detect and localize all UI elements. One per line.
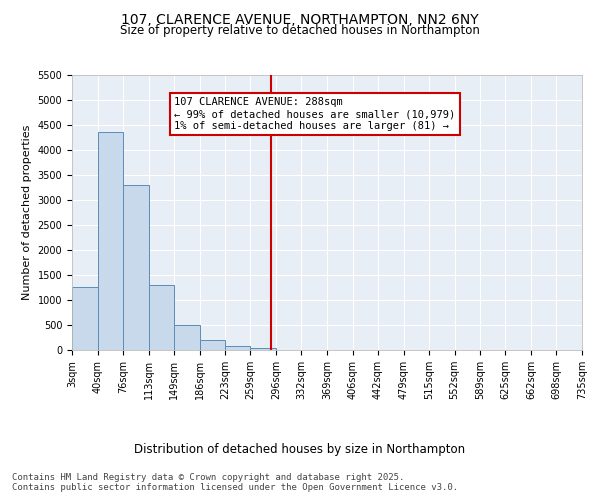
Bar [72,286,98,350]
Y-axis label: Number of detached properties: Number of detached properties [22,125,32,300]
Bar [123,185,149,350]
Bar [225,346,250,350]
Text: Size of property relative to detached houses in Northampton: Size of property relative to detached ho… [120,24,480,37]
Bar [199,340,225,350]
Bar [174,325,199,350]
Text: Distribution of detached houses by size in Northampton: Distribution of detached houses by size … [134,442,466,456]
Text: Contains HM Land Registry data © Crown copyright and database right 2025.
Contai: Contains HM Land Registry data © Crown c… [12,472,458,492]
Bar [250,348,276,350]
Bar [98,132,123,350]
Bar [149,285,174,350]
Text: 107, CLARENCE AVENUE, NORTHAMPTON, NN2 6NY: 107, CLARENCE AVENUE, NORTHAMPTON, NN2 6… [121,12,479,26]
Text: 107 CLARENCE AVENUE: 288sqm
← 99% of detached houses are smaller (10,979)
1% of : 107 CLARENCE AVENUE: 288sqm ← 99% of det… [175,98,455,130]
